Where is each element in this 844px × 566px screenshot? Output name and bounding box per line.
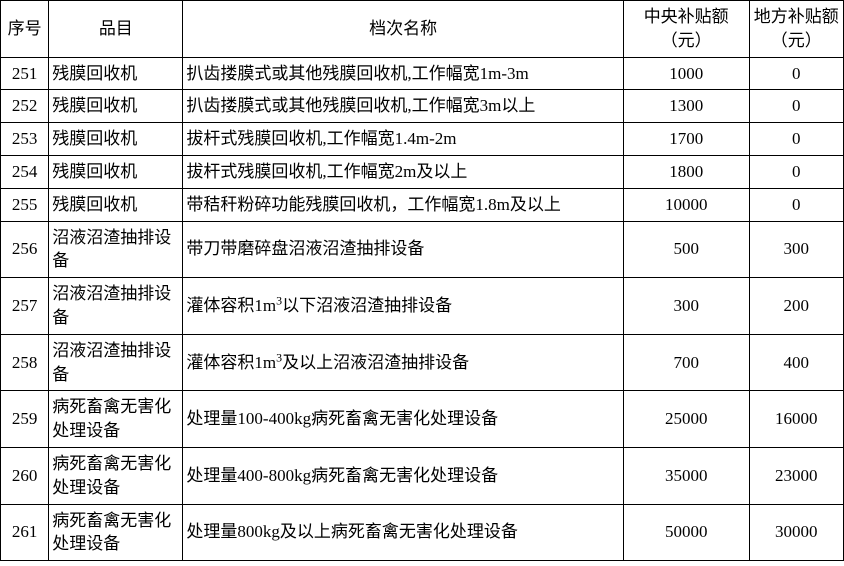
cell-central: 700 [623, 334, 749, 391]
header-central: 中央补贴额（元） [623, 1, 749, 58]
cell-category: 残膜回收机 [49, 155, 183, 188]
cell-seq: 260 [1, 447, 49, 504]
cell-category: 病死畜禽无害化处理设备 [49, 391, 183, 448]
header-category: 品目 [49, 1, 183, 58]
cell-local: 400 [749, 334, 843, 391]
subsidy-table: 序号 品目 档次名称 中央补贴额（元） 地方补贴额（元） 251 残膜回收机 扒… [0, 0, 844, 561]
cell-category: 残膜回收机 [49, 123, 183, 156]
cell-name: 处理量400-800kg病死畜禽无害化处理设备 [183, 447, 623, 504]
cell-seq: 261 [1, 504, 49, 561]
cell-category: 沼液沼渣抽排设备 [49, 278, 183, 335]
cell-local: 0 [749, 90, 843, 123]
cell-central: 25000 [623, 391, 749, 448]
header-row: 序号 品目 档次名称 中央补贴额（元） 地方补贴额（元） [1, 1, 844, 58]
cell-local: 0 [749, 188, 843, 221]
table-body: 251 残膜回收机 扒齿搂膜式或其他残膜回收机,工作幅宽1m-3m 1000 0… [1, 57, 844, 561]
header-local: 地方补贴额（元） [749, 1, 843, 58]
cell-category: 病死畜禽无害化处理设备 [49, 447, 183, 504]
cell-name: 扒齿搂膜式或其他残膜回收机,工作幅宽3m以上 [183, 90, 623, 123]
cell-category: 病死畜禽无害化处理设备 [49, 504, 183, 561]
cell-seq: 254 [1, 155, 49, 188]
table-row: 252 残膜回收机 扒齿搂膜式或其他残膜回收机,工作幅宽3m以上 1300 0 [1, 90, 844, 123]
cell-central: 1800 [623, 155, 749, 188]
cell-local: 0 [749, 57, 843, 90]
cell-name: 灌体容积1m3以下沼液沼渣抽排设备 [183, 278, 623, 335]
cell-local: 23000 [749, 447, 843, 504]
cell-seq: 251 [1, 57, 49, 90]
table-row: 251 残膜回收机 扒齿搂膜式或其他残膜回收机,工作幅宽1m-3m 1000 0 [1, 57, 844, 90]
cell-central: 1700 [623, 123, 749, 156]
cell-local: 0 [749, 123, 843, 156]
cell-name: 拔杆式残膜回收机,工作幅宽2m及以上 [183, 155, 623, 188]
cell-seq: 256 [1, 221, 49, 278]
cell-central: 35000 [623, 447, 749, 504]
table-row: 258 沼液沼渣抽排设备 灌体容积1m3及以上沼液沼渣抽排设备 700 400 [1, 334, 844, 391]
cell-name: 灌体容积1m3及以上沼液沼渣抽排设备 [183, 334, 623, 391]
cell-central: 300 [623, 278, 749, 335]
cell-category: 残膜回收机 [49, 90, 183, 123]
header-name: 档次名称 [183, 1, 623, 58]
cell-central: 10000 [623, 188, 749, 221]
cell-central: 50000 [623, 504, 749, 561]
table-row: 256 沼液沼渣抽排设备 带刀带磨碎盘沼液沼渣抽排设备 500 300 [1, 221, 844, 278]
cell-category: 残膜回收机 [49, 57, 183, 90]
cell-local: 300 [749, 221, 843, 278]
cell-name: 处理量100-400kg病死畜禽无害化处理设备 [183, 391, 623, 448]
table-row: 261 病死畜禽无害化处理设备 处理量800kg及以上病死畜禽无害化处理设备 5… [1, 504, 844, 561]
cell-name: 处理量800kg及以上病死畜禽无害化处理设备 [183, 504, 623, 561]
table-row: 254 残膜回收机 拔杆式残膜回收机,工作幅宽2m及以上 1800 0 [1, 155, 844, 188]
cell-seq: 252 [1, 90, 49, 123]
cell-name: 带秸秆粉碎功能残膜回收机，工作幅宽1.8m及以上 [183, 188, 623, 221]
cell-seq: 258 [1, 334, 49, 391]
table-row: 257 沼液沼渣抽排设备 灌体容积1m3以下沼液沼渣抽排设备 300 200 [1, 278, 844, 335]
cell-local: 0 [749, 155, 843, 188]
table-row: 259 病死畜禽无害化处理设备 处理量100-400kg病死畜禽无害化处理设备 … [1, 391, 844, 448]
table-row: 255 残膜回收机 带秸秆粉碎功能残膜回收机，工作幅宽1.8m及以上 10000… [1, 188, 844, 221]
table-header: 序号 品目 档次名称 中央补贴额（元） 地方补贴额（元） [1, 1, 844, 58]
cell-seq: 259 [1, 391, 49, 448]
cell-central: 500 [623, 221, 749, 278]
table-row: 260 病死畜禽无害化处理设备 处理量400-800kg病死畜禽无害化处理设备 … [1, 447, 844, 504]
cell-seq: 255 [1, 188, 49, 221]
cell-seq: 253 [1, 123, 49, 156]
cell-local: 16000 [749, 391, 843, 448]
cell-name: 拔杆式残膜回收机,工作幅宽1.4m-2m [183, 123, 623, 156]
cell-category: 沼液沼渣抽排设备 [49, 221, 183, 278]
cell-central: 1300 [623, 90, 749, 123]
header-seq: 序号 [1, 1, 49, 58]
cell-name: 带刀带磨碎盘沼液沼渣抽排设备 [183, 221, 623, 278]
cell-local: 30000 [749, 504, 843, 561]
cell-category: 沼液沼渣抽排设备 [49, 334, 183, 391]
cell-seq: 257 [1, 278, 49, 335]
cell-category: 残膜回收机 [49, 188, 183, 221]
table-row: 253 残膜回收机 拔杆式残膜回收机,工作幅宽1.4m-2m 1700 0 [1, 123, 844, 156]
cell-central: 1000 [623, 57, 749, 90]
cell-name: 扒齿搂膜式或其他残膜回收机,工作幅宽1m-3m [183, 57, 623, 90]
cell-local: 200 [749, 278, 843, 335]
